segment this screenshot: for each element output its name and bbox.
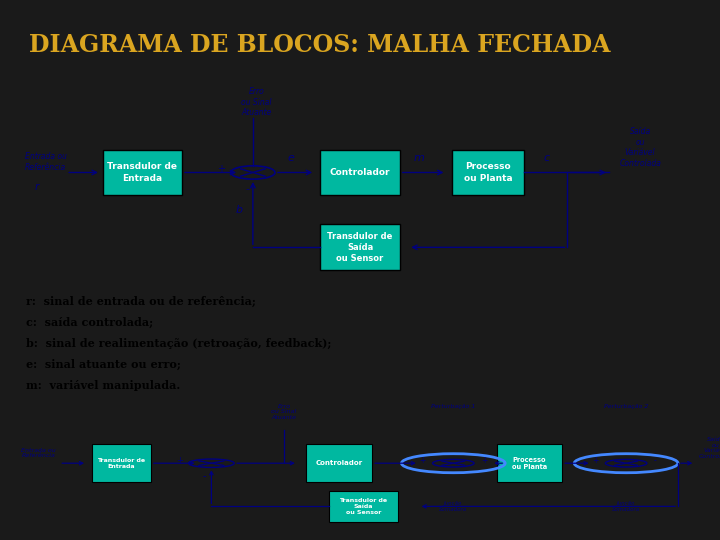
Bar (497, 444, 562, 482)
Text: Controlador: Controlador (315, 460, 363, 466)
Text: DIAGRAMA DE BLOCOS: MALHA FECHADA: DIAGRAMA DE BLOCOS: MALHA FECHADA (29, 33, 611, 57)
Text: -: - (654, 456, 657, 465)
Text: Processo
ou Planta: Processo ou Planta (464, 163, 512, 183)
Bar (92, 444, 151, 482)
Text: Transdulor de
Entrada: Transdulor de Entrada (107, 163, 177, 183)
Text: Entrada ou
Referência: Entrada ou Referência (24, 152, 67, 172)
Text: r:  sinal de entrada ou de referência;: r: sinal de entrada ou de referência; (27, 296, 256, 307)
Text: Saída
ou
Variável
Controlada: Saída ou Variável Controlada (698, 437, 720, 459)
Bar (320, 150, 400, 195)
Bar (320, 225, 400, 270)
Text: b:  sinal de realimentação (retroação, feedback);: b: sinal de realimentação (retroação, fe… (27, 338, 332, 349)
Bar (307, 444, 372, 482)
Text: +: + (176, 456, 183, 465)
Text: -: - (246, 184, 249, 194)
Text: m: m (413, 153, 424, 163)
Text: -: - (203, 471, 206, 481)
Text: Transdulor de
Entrada: Transdulor de Entrada (97, 458, 145, 469)
Text: Perturbação 1: Perturbação 1 (431, 403, 475, 409)
Text: r: r (35, 182, 40, 192)
Text: Juncão
Somadora: Juncão Somadora (439, 501, 467, 512)
Text: +: + (481, 456, 487, 465)
Text: e: e (287, 153, 294, 163)
Text: b: b (235, 205, 243, 215)
Text: +: + (419, 456, 426, 465)
Text: Erro
ou Sinal
Atuante: Erro ou Sinal Atuante (241, 87, 271, 117)
Bar (451, 150, 524, 195)
Text: Erro
ou Sinal
Atuante: Erro ou Sinal Atuante (271, 403, 297, 420)
Bar (329, 491, 398, 522)
Text: m:  variável manipulada.: m: variável manipulada. (27, 380, 181, 390)
Text: +: + (217, 164, 225, 174)
Text: Saída
ou
Variável
Controlada: Saída ou Variável Controlada (619, 127, 661, 167)
Text: c:  saída controlada;: c: saída controlada; (27, 316, 153, 328)
Text: Perturbação 2: Perturbação 2 (604, 403, 648, 409)
Text: +: + (592, 456, 598, 465)
Text: Transdulor de
Saída
ou Sensor: Transdulor de Saída ou Sensor (339, 498, 387, 515)
Text: Entrada ou
Referência: Entrada ou Referência (22, 448, 56, 458)
Text: c: c (544, 153, 549, 163)
Text: Juncão
Somadora: Juncão Somadora (612, 501, 640, 512)
Text: Transdulor de
Saída
ou Sensor: Transdulor de Saída ou Sensor (328, 232, 392, 263)
Bar (102, 150, 182, 195)
Text: Controlador: Controlador (330, 168, 390, 177)
Text: Processo
ou Planta: Processo ou Planta (512, 457, 547, 470)
Text: e:  sinal atuante ou erro;: e: sinal atuante ou erro; (27, 359, 181, 370)
